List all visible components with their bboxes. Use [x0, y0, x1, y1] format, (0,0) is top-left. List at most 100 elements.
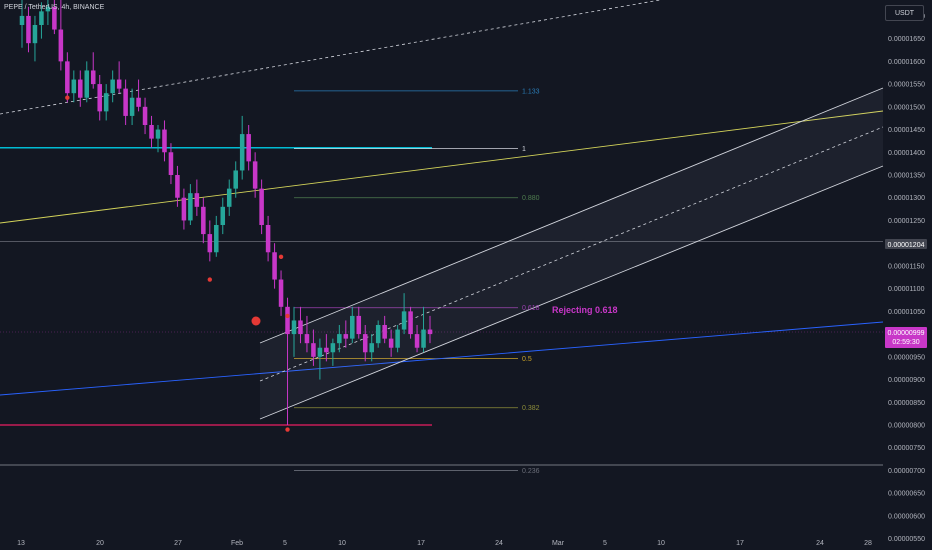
- candle-body: [362, 334, 368, 353]
- candle-body: [427, 329, 433, 335]
- y-tick-label: 0.00000600: [888, 513, 925, 520]
- fib-level-label: 0.618: [522, 305, 540, 312]
- y-tick-label: 0.00000850: [888, 400, 925, 407]
- candle-body: [324, 347, 329, 353]
- candle-body: [414, 334, 420, 348]
- candle-body: [97, 84, 102, 112]
- candle-body: [194, 193, 200, 207]
- candle-body: [58, 29, 64, 62]
- candle-body: [52, 6, 57, 30]
- candle-body: [382, 325, 387, 339]
- candle-body: [201, 206, 206, 235]
- y-tick-label: 0.00001500: [888, 104, 925, 111]
- x-tick-label: 13: [17, 540, 25, 547]
- candle-body: [162, 129, 167, 153]
- signal-dot: [285, 427, 290, 432]
- blue-trendline: [0, 321, 884, 396]
- channel-fill: [260, 88, 883, 419]
- candle-body: [110, 79, 115, 94]
- candle-body: [395, 329, 400, 348]
- y-tick-label: 0.00001100: [888, 286, 925, 293]
- candle-body: [408, 311, 413, 335]
- candle-body: [155, 129, 161, 139]
- candle-body: [26, 15, 31, 44]
- fib-level-label: 1.133: [522, 88, 540, 95]
- candle-body: [285, 306, 290, 335]
- x-tick-label: 17: [736, 540, 744, 547]
- y-tick-label: 0.00000650: [888, 491, 925, 498]
- candle-body: [298, 320, 303, 335]
- candle-body: [311, 343, 316, 357]
- candle-body: [188, 193, 193, 221]
- signal-dot: [285, 313, 290, 319]
- candle-body: [214, 225, 219, 253]
- candle-body: [116, 79, 122, 89]
- fib-level-label: 0.236: [522, 468, 540, 475]
- candle-body: [32, 25, 38, 44]
- signal-dot: [207, 277, 213, 282]
- candle-body: [84, 70, 90, 98]
- channel-lower-line: [259, 165, 884, 420]
- candle-body: [343, 334, 349, 339]
- candle-body: [45, 6, 51, 12]
- y-tick-label: 0.00001050: [888, 309, 925, 316]
- last-price-badge: 0.00000999 02:59:30: [885, 327, 927, 348]
- candle-body: [103, 93, 109, 112]
- candle-body: [388, 338, 394, 348]
- x-tick-label: 24: [816, 540, 824, 547]
- signal-markers: [65, 95, 290, 432]
- currency-button[interactable]: USDT: [885, 5, 924, 21]
- candle-body: [330, 343, 336, 353]
- candle-body: [233, 170, 238, 189]
- fib-level-label: 0.5: [522, 356, 532, 363]
- signal-dot: [65, 95, 70, 100]
- x-tick-label: 5: [283, 540, 287, 547]
- x-tick-label: 10: [338, 540, 346, 547]
- yellow-trendline: [0, 110, 884, 224]
- y-tick-label: 0.00001400: [888, 150, 925, 157]
- candle-body: [19, 15, 25, 25]
- candle-body: [90, 70, 96, 85]
- channel-mid-line: [259, 126, 884, 382]
- fib-level-label: 0.382: [522, 405, 540, 412]
- candle-body: [181, 197, 187, 221]
- candle-body: [272, 252, 277, 280]
- candle-body: [136, 97, 141, 107]
- y-tick-label: 0.00001550: [888, 82, 925, 89]
- y-tick-label: 0.00001350: [888, 173, 925, 180]
- candle-body: [129, 97, 135, 116]
- candle-body: [142, 106, 148, 125]
- candle-body: [259, 188, 264, 225]
- channel-upper-line: [259, 87, 884, 344]
- candle-body: [71, 79, 77, 94]
- symbol-header[interactable]: PEPE / TetherUS, 4h, BINANCE: [4, 4, 105, 11]
- dashed-upper-trendline: [0, 0, 661, 115]
- fib-level-label: 1: [522, 146, 526, 153]
- candle-body: [220, 206, 226, 225]
- y-tick-label: 0.00000800: [888, 423, 925, 430]
- candle-body: [149, 125, 154, 139]
- x-tick-label: Feb: [231, 540, 243, 547]
- candle-body: [304, 334, 310, 344]
- candle-body: [317, 347, 323, 357]
- x-tick-label: 10: [657, 540, 665, 547]
- x-tick-label: Mar: [552, 540, 565, 547]
- price-axis[interactable]: 0.000017000.000016500.000016000.00001550…: [888, 13, 925, 543]
- candle-body: [356, 315, 362, 335]
- candle-body: [337, 334, 342, 344]
- candle-body: [252, 161, 258, 189]
- level-price-label: 0.00001204: [888, 242, 925, 249]
- time-axis[interactable]: 13 20 27 Feb 5 10 17 24 Mar 5 10 17 24 28: [17, 540, 872, 547]
- x-tick-label: 5: [603, 540, 607, 547]
- candle-body: [168, 152, 174, 175]
- x-tick-label: 27: [174, 540, 182, 547]
- y-tick-label: 0.00000550: [888, 536, 925, 543]
- candle-body: [65, 61, 70, 94]
- candle-body: [226, 188, 232, 207]
- candle-body: [123, 88, 128, 116]
- candles: [19, 0, 433, 425]
- y-tick-label: 0.00001600: [888, 59, 925, 66]
- fib-labels: 1.133 1 0.880 0.618 0.5 0.382 0.236: [522, 88, 540, 475]
- large-signal-dot: [251, 316, 261, 326]
